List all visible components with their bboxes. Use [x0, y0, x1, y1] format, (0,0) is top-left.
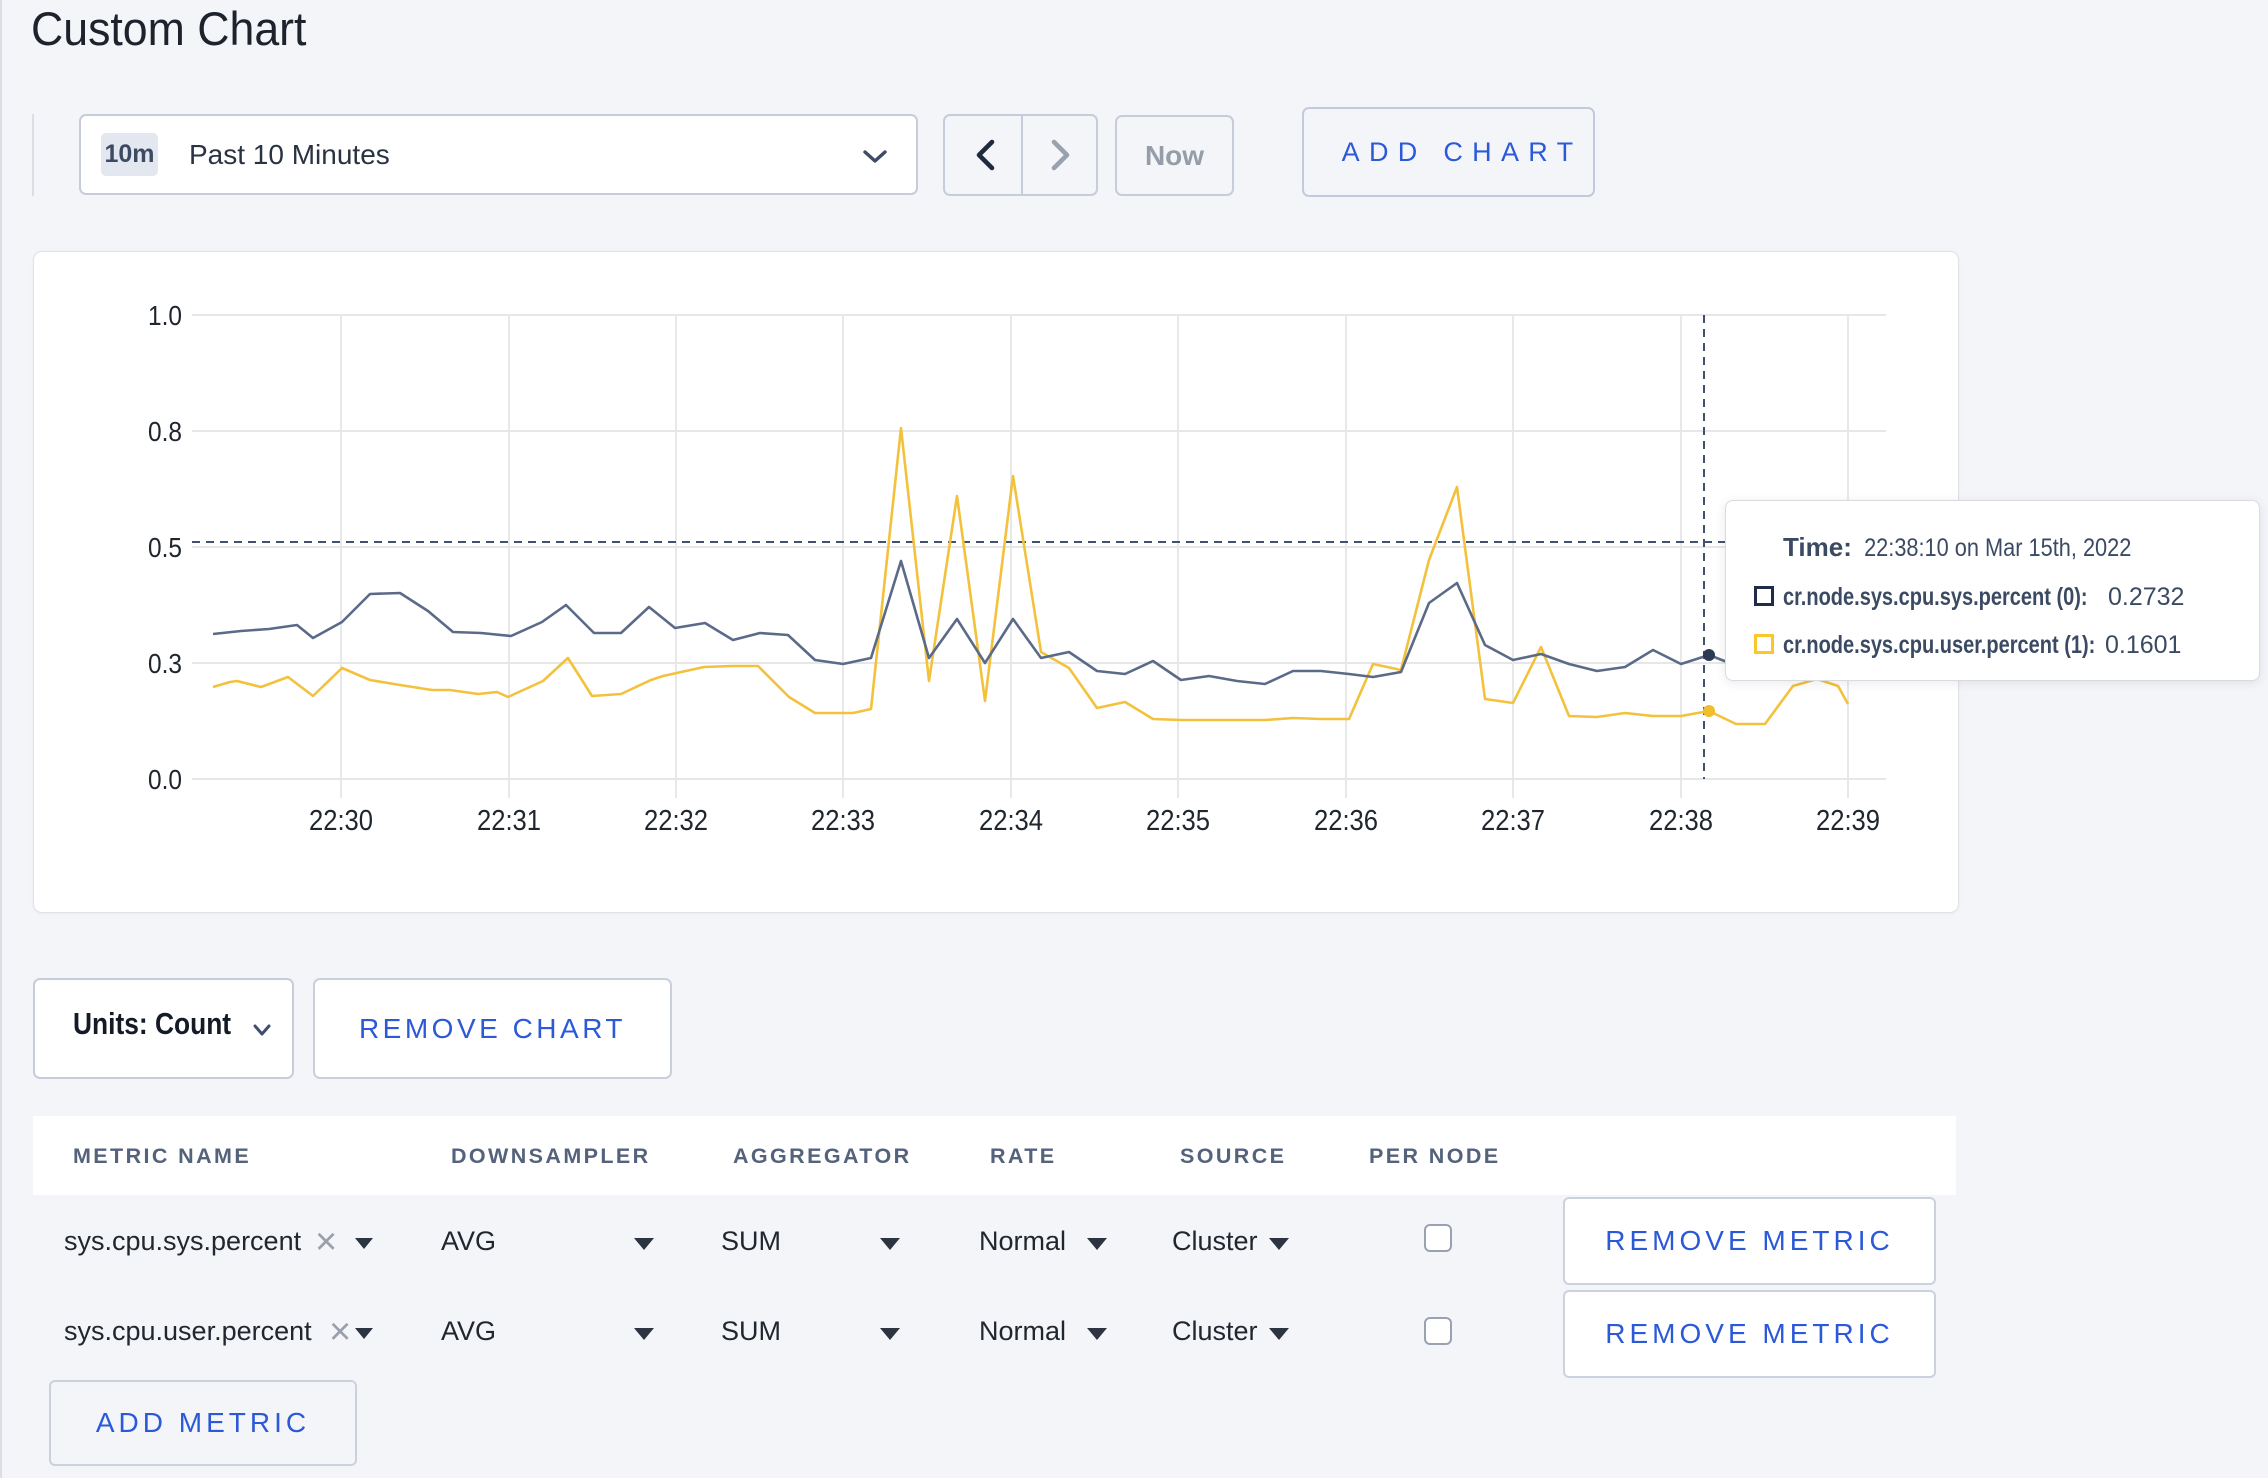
svg-text:22:32: 22:32: [644, 805, 708, 837]
svg-text:22:38: 22:38: [1649, 805, 1713, 837]
svg-text:22:39: 22:39: [1816, 805, 1880, 837]
svg-text:22:36: 22:36: [1314, 805, 1378, 837]
svg-text:22:34: 22:34: [979, 805, 1043, 837]
svg-text:0.5: 0.5: [148, 532, 182, 563]
svg-text:22:37: 22:37: [1481, 805, 1545, 837]
svg-text:22:35: 22:35: [1146, 805, 1210, 837]
svg-text:22:33: 22:33: [811, 805, 875, 837]
svg-text:0.8: 0.8: [148, 416, 182, 447]
svg-text:0.3: 0.3: [148, 648, 182, 679]
svg-text:22:31: 22:31: [477, 805, 541, 837]
svg-text:0.0: 0.0: [148, 764, 182, 795]
svg-text:1.0: 1.0: [148, 300, 182, 331]
svg-text:22:30: 22:30: [309, 805, 373, 837]
